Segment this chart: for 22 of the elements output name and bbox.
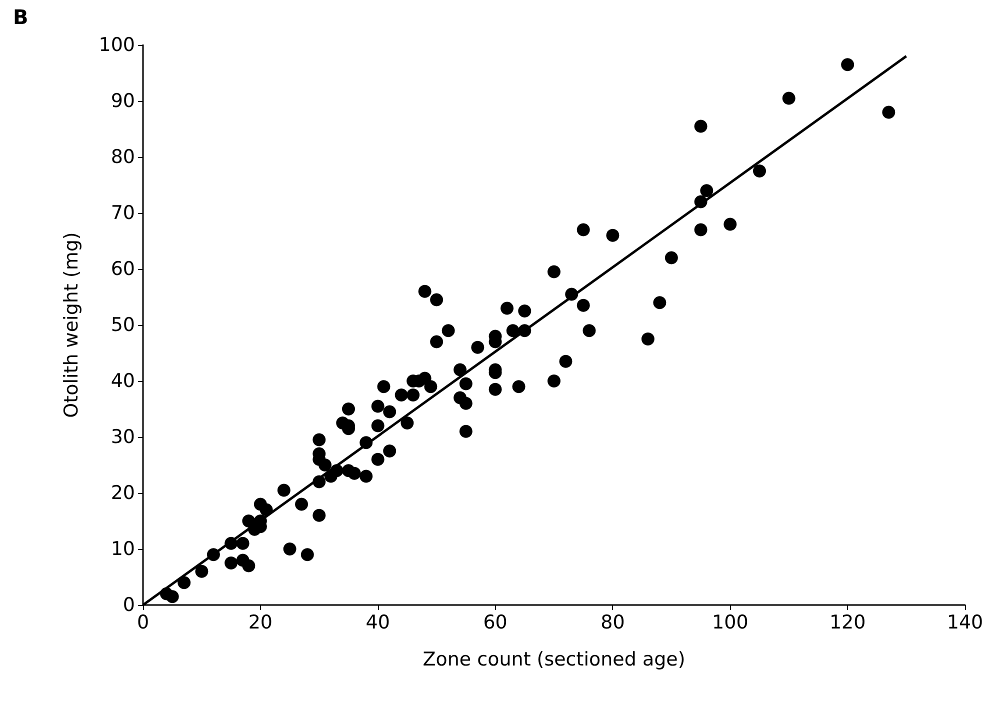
y-axis-title: Otolith weight (mg) [60, 232, 82, 418]
x-axis-title: Zone count (sectioned age) [422, 648, 686, 670]
x-tick-label: 140 [946, 612, 984, 634]
y-tick-label: 30 [110, 426, 135, 448]
x-tick-label: 40 [366, 612, 390, 634]
x-tick-label: 60 [483, 612, 508, 634]
y-tick-label: 70 [110, 202, 135, 224]
y-tick-label: 10 [110, 538, 135, 560]
y-tick-label: 0 [122, 594, 135, 616]
y-tick-label: 90 [110, 90, 135, 112]
x-tick-label: 120 [829, 612, 866, 634]
y-tick-label: 80 [110, 146, 135, 168]
y-tick-label: 40 [110, 370, 135, 392]
y-tick-label: 50 [110, 314, 135, 336]
y-tick-label: 60 [110, 258, 135, 280]
chart-title: B [13, 5, 28, 29]
x-tick-label: 80 [600, 612, 625, 634]
y-tick-label: 100 [98, 34, 135, 56]
x-tick-label: 0 [136, 612, 150, 634]
y-tick-label: 20 [110, 482, 135, 504]
x-tick-label: 100 [712, 612, 748, 634]
x-tick-label: 20 [248, 612, 273, 634]
